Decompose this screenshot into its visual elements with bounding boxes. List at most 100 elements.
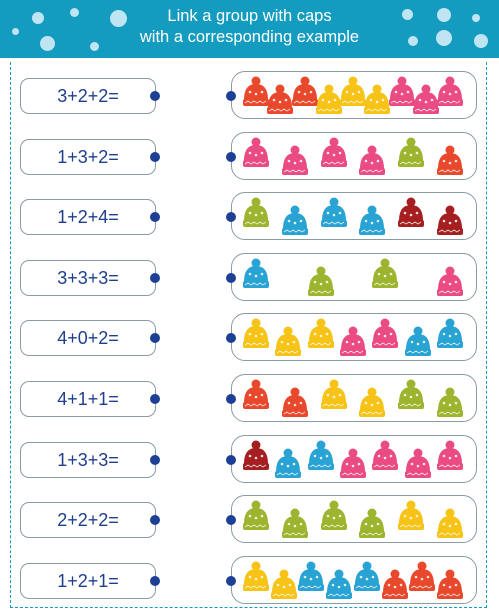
green-cap-icon[interactable] [397, 137, 425, 169]
pink-cap-icon[interactable] [404, 448, 432, 480]
cap-group-connector-dot[interactable] [226, 272, 236, 283]
pink-cap-icon[interactable] [371, 440, 399, 472]
red-cap-icon[interactable] [291, 76, 319, 108]
cap-group-box [231, 555, 477, 604]
pink-cap-icon[interactable] [436, 266, 464, 298]
example-text: 1+3+2= [57, 146, 119, 167]
blue-cap-icon[interactable] [353, 561, 381, 593]
green-cap-icon[interactable] [436, 387, 464, 419]
example-connector-dot[interactable] [150, 454, 160, 465]
example-connector-dot[interactable] [150, 333, 160, 344]
cap-group-box [231, 313, 477, 362]
snowflake-decoration [110, 10, 127, 27]
pink-cap-icon[interactable] [388, 76, 416, 108]
green-cap-icon[interactable] [358, 508, 386, 540]
green-cap-icon[interactable] [397, 379, 425, 411]
blue-cap-icon[interactable] [320, 197, 348, 229]
example-tag [20, 199, 156, 236]
red-cap-icon[interactable] [436, 569, 464, 601]
cap-group-box [231, 131, 477, 180]
darkred-cap-icon[interactable] [242, 440, 270, 472]
snowflake-decoration [402, 9, 413, 20]
blue-cap-icon[interactable] [242, 258, 270, 290]
yellow-cap-icon[interactable] [363, 84, 391, 116]
example-connector-dot[interactable] [150, 91, 160, 101]
green-cap-icon[interactable] [371, 258, 399, 290]
blue-cap-icon[interactable] [297, 561, 325, 593]
pink-cap-icon[interactable] [358, 145, 386, 177]
page-title: Link a group with caps with a correspond… [0, 6, 499, 48]
pink-cap-icon[interactable] [242, 137, 270, 169]
snowflake-decoration [474, 34, 488, 48]
cap-group-connector-dot[interactable] [226, 333, 236, 344]
darkred-cap-icon[interactable] [436, 205, 464, 237]
example-text: 3+3+3= [57, 267, 119, 288]
yellow-cap-icon[interactable] [358, 387, 386, 419]
green-cap-icon[interactable] [281, 508, 309, 540]
red-cap-icon[interactable] [408, 561, 436, 593]
pink-cap-icon[interactable] [281, 145, 309, 177]
example-tag [20, 138, 156, 175]
cap-group-connector-dot[interactable] [226, 91, 236, 101]
blue-cap-icon[interactable] [436, 318, 464, 350]
darkred-cap-icon[interactable] [397, 197, 425, 229]
pink-cap-icon[interactable] [339, 448, 367, 480]
example-connector-dot[interactable] [150, 394, 160, 404]
yellow-cap-icon[interactable] [320, 379, 348, 411]
blue-cap-icon[interactable] [307, 440, 335, 472]
blue-cap-icon[interactable] [404, 326, 432, 358]
red-cap-icon[interactable] [266, 84, 294, 116]
yellow-cap-icon[interactable] [270, 569, 298, 601]
red-cap-icon[interactable] [436, 145, 464, 177]
worksheet-frame [10, 62, 487, 608]
yellow-cap-icon[interactable] [397, 500, 425, 532]
red-cap-icon[interactable] [242, 76, 270, 108]
example-text: 4+1+1= [57, 389, 119, 409]
example-connector-dot[interactable] [150, 515, 160, 526]
example-connector-dot[interactable] [150, 151, 160, 162]
yellow-cap-icon[interactable] [274, 326, 302, 358]
red-cap-icon[interactable] [381, 569, 409, 601]
blue-cap-icon[interactable] [274, 448, 302, 480]
example-connector-dot[interactable] [150, 575, 160, 586]
blue-cap-icon[interactable] [325, 569, 353, 601]
exercise-row: 1+2+1= [0, 555, 499, 615]
yellow-cap-icon[interactable] [339, 76, 367, 108]
pink-cap-icon[interactable] [412, 84, 440, 116]
cap-group-connector-dot[interactable] [226, 515, 236, 526]
pink-cap-icon[interactable] [371, 318, 399, 350]
yellow-cap-icon[interactable] [242, 561, 270, 593]
yellow-cap-icon[interactable] [315, 84, 343, 116]
example-connector-dot[interactable] [150, 272, 160, 283]
yellow-cap-icon[interactable] [436, 508, 464, 540]
pink-cap-icon[interactable] [320, 137, 348, 169]
red-cap-icon[interactable] [242, 379, 270, 411]
red-cap-icon[interactable] [281, 387, 309, 419]
green-cap-icon[interactable] [242, 500, 270, 532]
exercise-row: 2+2+2= [0, 495, 499, 554]
blue-cap-icon[interactable] [281, 205, 309, 237]
yellow-cap-icon[interactable] [242, 318, 270, 350]
cap-group-connector-dot[interactable] [226, 575, 236, 586]
example-connector-dot[interactable] [150, 212, 160, 223]
example-text: 1+2+1= [57, 570, 119, 591]
exercise-row: 1+2+4= [0, 192, 499, 251]
cap-group-connector-dot[interactable] [226, 454, 236, 465]
blue-cap-icon[interactable] [358, 205, 386, 237]
green-cap-icon[interactable] [320, 500, 348, 532]
example-tag [20, 381, 156, 417]
cap-group-connector-dot[interactable] [226, 151, 236, 162]
yellow-cap-icon[interactable] [307, 318, 335, 350]
cap-group-connector-dot[interactable] [226, 394, 236, 404]
green-cap-icon[interactable] [242, 197, 270, 229]
pink-cap-icon[interactable] [436, 440, 464, 472]
snowflake-decoration [70, 8, 79, 17]
snowflake-decoration [437, 8, 451, 22]
green-cap-icon[interactable] [307, 266, 335, 298]
pink-cap-icon[interactable] [339, 326, 367, 358]
cap-group-connector-dot[interactable] [226, 212, 236, 223]
cap-group-box [231, 374, 477, 422]
cap-group-box [231, 495, 477, 544]
snowflake-decoration [12, 28, 19, 35]
pink-cap-icon[interactable] [436, 76, 464, 108]
